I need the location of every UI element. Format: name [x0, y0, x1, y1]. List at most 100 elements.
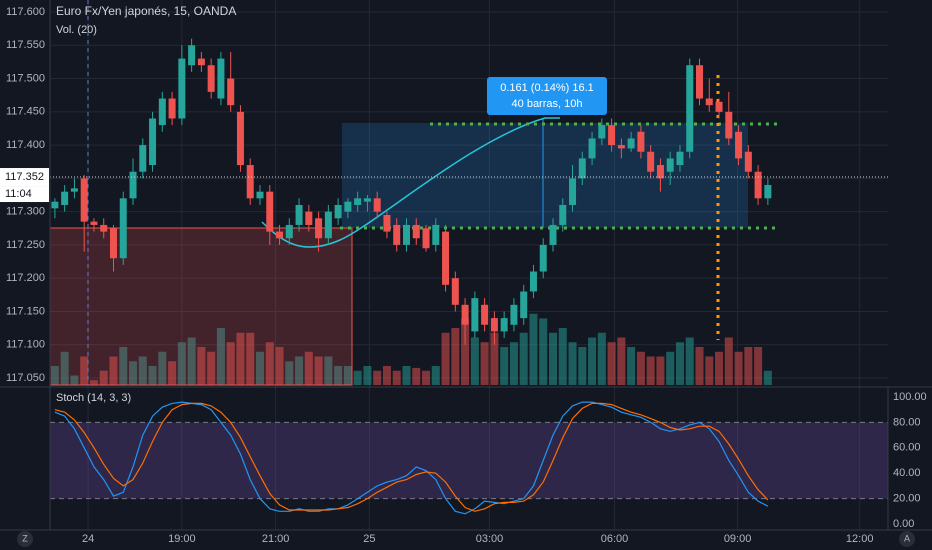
volume-bar [705, 356, 714, 385]
volume-bar [480, 342, 489, 385]
volume-bar [588, 337, 597, 385]
volume-bar [314, 356, 323, 385]
candle-body [305, 211, 313, 225]
volume-bar [431, 366, 440, 385]
volume-bar [402, 366, 411, 385]
candle-body [315, 218, 323, 239]
stoch-line [54, 402, 769, 512]
candle-body [70, 188, 78, 192]
volume-bar [617, 337, 626, 385]
x-tick-label: 21:00 [262, 533, 290, 545]
candles [51, 38, 772, 345]
countdown-label: 11:04 [5, 188, 32, 200]
y-tick-label: 117.450 [6, 106, 45, 118]
volume-bar [548, 332, 557, 385]
moving-average [261, 117, 560, 248]
volume-bar [685, 337, 694, 385]
candle-body [471, 298, 479, 332]
volume-bar [158, 351, 167, 385]
volume-bar [744, 347, 753, 385]
candle-body [764, 185, 772, 199]
candle-body [149, 118, 157, 166]
candle-body [363, 198, 371, 202]
auto-scale-button[interactable] [899, 531, 915, 547]
candle-body [334, 204, 342, 219]
volume-bar [70, 375, 79, 385]
candle-body [266, 191, 274, 232]
volume-bar [99, 370, 108, 385]
volume-bar [119, 347, 128, 385]
volume-bar [197, 347, 206, 385]
y2-tick-label: 100.00 [893, 391, 927, 403]
candle-body [725, 111, 733, 139]
candle-body [627, 138, 635, 149]
y2-tick-label: 20.00 [893, 493, 921, 505]
volume-bar [695, 347, 704, 385]
volume-bar [60, 351, 69, 385]
candle-body [686, 65, 694, 152]
candle-body [383, 214, 391, 232]
candle-body [451, 278, 459, 305]
volume-bar [597, 332, 606, 385]
candle-body [139, 145, 147, 172]
candle-body [354, 198, 362, 205]
y-tick-label: 117.150 [6, 305, 45, 317]
y-tick-label: 117.100 [6, 339, 45, 351]
candle-body [520, 291, 528, 319]
volume-title: Vol. (20) [56, 24, 97, 36]
candle-body [158, 98, 166, 126]
volume-bar [382, 366, 391, 385]
volume-bar [558, 328, 567, 385]
candle-body [197, 58, 205, 66]
volume-bar [207, 351, 216, 385]
candle-body [109, 228, 117, 259]
candle-body [178, 58, 186, 119]
last-price-label: 117.352 [5, 171, 44, 183]
volume-bar [412, 367, 421, 385]
grid [50, 0, 888, 530]
candle-body [168, 98, 176, 119]
auto-scale-icon[interactable]: A [904, 533, 910, 543]
volume-bar [129, 361, 138, 385]
candle-body [246, 165, 254, 199]
zoom-icon[interactable]: Z [22, 533, 28, 543]
candle-body [647, 151, 655, 172]
candle-body [656, 165, 664, 179]
candle-body [559, 204, 567, 225]
candle-body [637, 131, 645, 152]
volume-bar [568, 342, 577, 385]
candle-body [490, 318, 498, 332]
candle-body [735, 131, 743, 159]
volume-bar [373, 370, 382, 385]
volume-bar [539, 318, 548, 385]
x-tick-label: 03:00 [476, 533, 504, 545]
candle-body [119, 198, 127, 259]
y-tick-label: 117.250 [6, 239, 45, 251]
candle-body [188, 45, 196, 66]
candle-body [100, 224, 108, 232]
y2-tick-label: 80.00 [893, 416, 921, 428]
volume-bar [509, 342, 518, 385]
volume-layer [50, 313, 772, 385]
candle-body [695, 65, 703, 99]
candle-body [608, 125, 616, 146]
volume-bar [715, 351, 724, 385]
volume-bar [285, 361, 294, 385]
candle-body [666, 158, 674, 172]
candle-body [705, 98, 713, 106]
volume-bar [168, 361, 177, 385]
x-tick-label: 09:00 [724, 533, 752, 545]
volume-bar [138, 356, 147, 385]
volume-bar [763, 370, 772, 385]
candle-body [295, 204, 303, 225]
candle-body [412, 224, 420, 239]
candle-body [217, 58, 225, 99]
volume-bar [392, 370, 401, 385]
y-tick-label: 117.600 [6, 6, 45, 18]
y-tick-label: 117.300 [6, 206, 45, 218]
zoom-button[interactable] [17, 531, 33, 547]
candle-body [549, 224, 557, 245]
volume-bar [627, 347, 636, 385]
candle-body [51, 201, 59, 209]
